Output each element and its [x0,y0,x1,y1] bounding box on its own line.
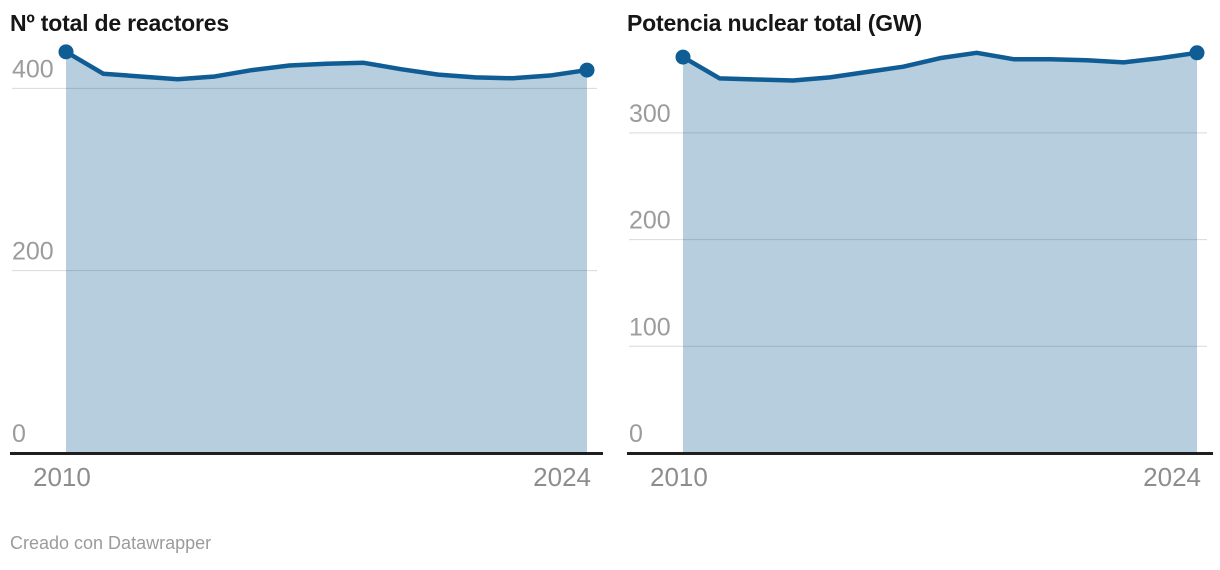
x-tick-label-last: 2024 [533,462,591,492]
y-tick-label-300: 300 [629,100,671,128]
x-axis-baseline [10,452,603,455]
y-tick-label-0: 0 [12,420,26,448]
y-tick-label-200: 200 [12,238,54,266]
x-tick-label-first: 2010 [33,462,91,492]
trend-line [680,50,1200,83]
endpoint-dot-last [579,62,595,78]
chart-title-nuclear-capacity: Potencia nuclear total (GW) [627,10,922,36]
chart-nuclear-capacity: Potencia nuclear total (GW) 300 200 100 0 20… [627,9,1213,500]
area-fill [683,52,1197,453]
endpoint-dot-first [58,44,74,60]
charts-row: Nº total de reactores 400 200 0 2010 2024 Po… [10,9,1213,500]
x-axis-baseline [627,452,1213,455]
chart-title-total-reactors: Nº total de reactores [10,10,229,36]
area-fill [66,51,587,453]
footer: Creado con Datawrapper [10,530,1213,556]
x-tick-label-last: 2024 [1143,462,1201,492]
endpoint-dot-last [1189,45,1205,61]
y-tick-label-400: 400 [12,55,54,83]
endpoint-dot-first [675,49,691,65]
datawrapper-chart-page: Nº total de reactores 400 200 0 2010 2024 Po… [10,9,1213,556]
y-tick-label-0: 0 [629,420,643,448]
attribution-text: Creado con Datawrapper [10,533,212,553]
y-tick-label-100: 100 [629,313,671,341]
x-tick-label-first: 2010 [650,462,708,492]
y-tick-label-200: 200 [629,207,671,235]
trend-line [63,49,590,82]
chart-total-reactors: Nº total de reactores 400 200 0 2010 2024 [10,9,603,500]
